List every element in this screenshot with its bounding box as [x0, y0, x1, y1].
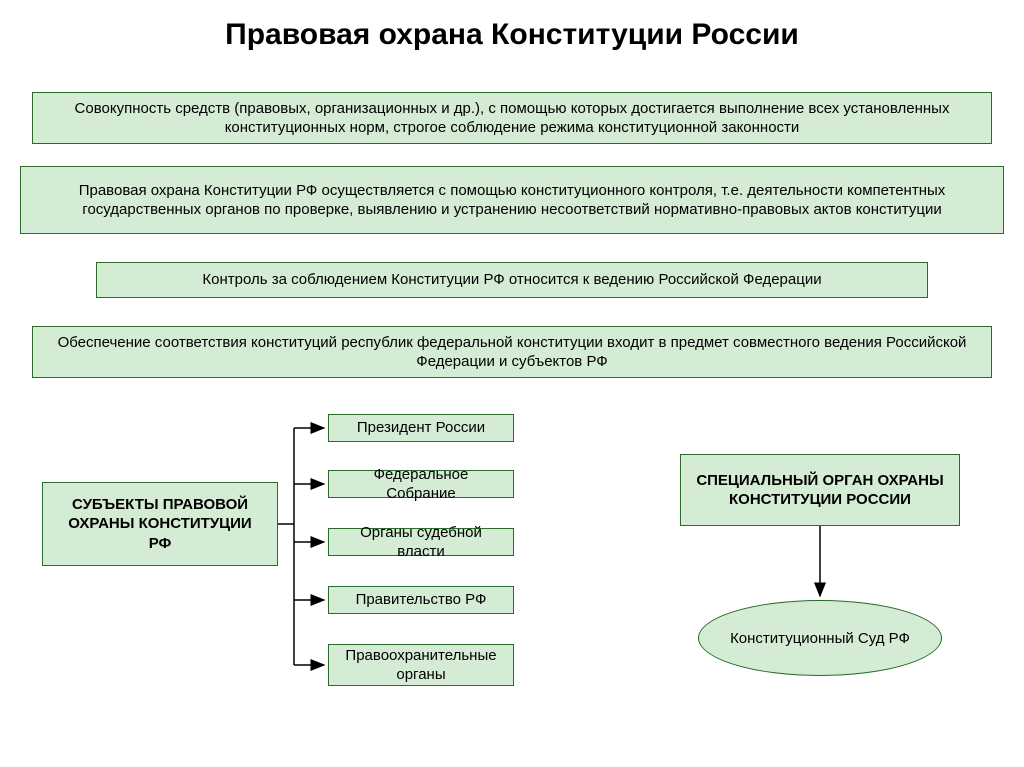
special-body-title-box: СПЕЦИАЛЬНЫЙ ОРГАН ОХРАНЫ КОНСТИТУЦИИ РОС…: [680, 454, 960, 526]
subject-box-president: Президент России: [328, 414, 514, 442]
constitutional-court-ellipse: Конституционный Суд РФ: [698, 600, 942, 676]
subject-box-judicial: Органы судебной власти: [328, 528, 514, 556]
definition-box-3: Контроль за соблюдением Конституции РФ о…: [96, 262, 928, 298]
subject-box-law-enforcement: Правоохранительные органы: [328, 644, 514, 686]
definition-box-1: Совокупность средств (правовых, организа…: [32, 92, 992, 144]
subject-box-federal-assembly: Федеральное Собрание: [328, 470, 514, 498]
subjects-title-box: СУБЪЕКТЫ ПРАВОВОЙ ОХРАНЫ КОНСТИТУЦИИ РФ: [42, 482, 278, 566]
down-arrow-connector: [810, 526, 830, 602]
branch-connector: [278, 414, 328, 686]
definition-box-4: Обеспечение соответствия конституций рес…: [32, 326, 992, 378]
subject-box-government: Правительство РФ: [328, 586, 514, 614]
page-title: Правовая охрана Конституции России: [0, 0, 1024, 70]
definition-box-2: Правовая охрана Конституции РФ осуществл…: [20, 166, 1004, 234]
